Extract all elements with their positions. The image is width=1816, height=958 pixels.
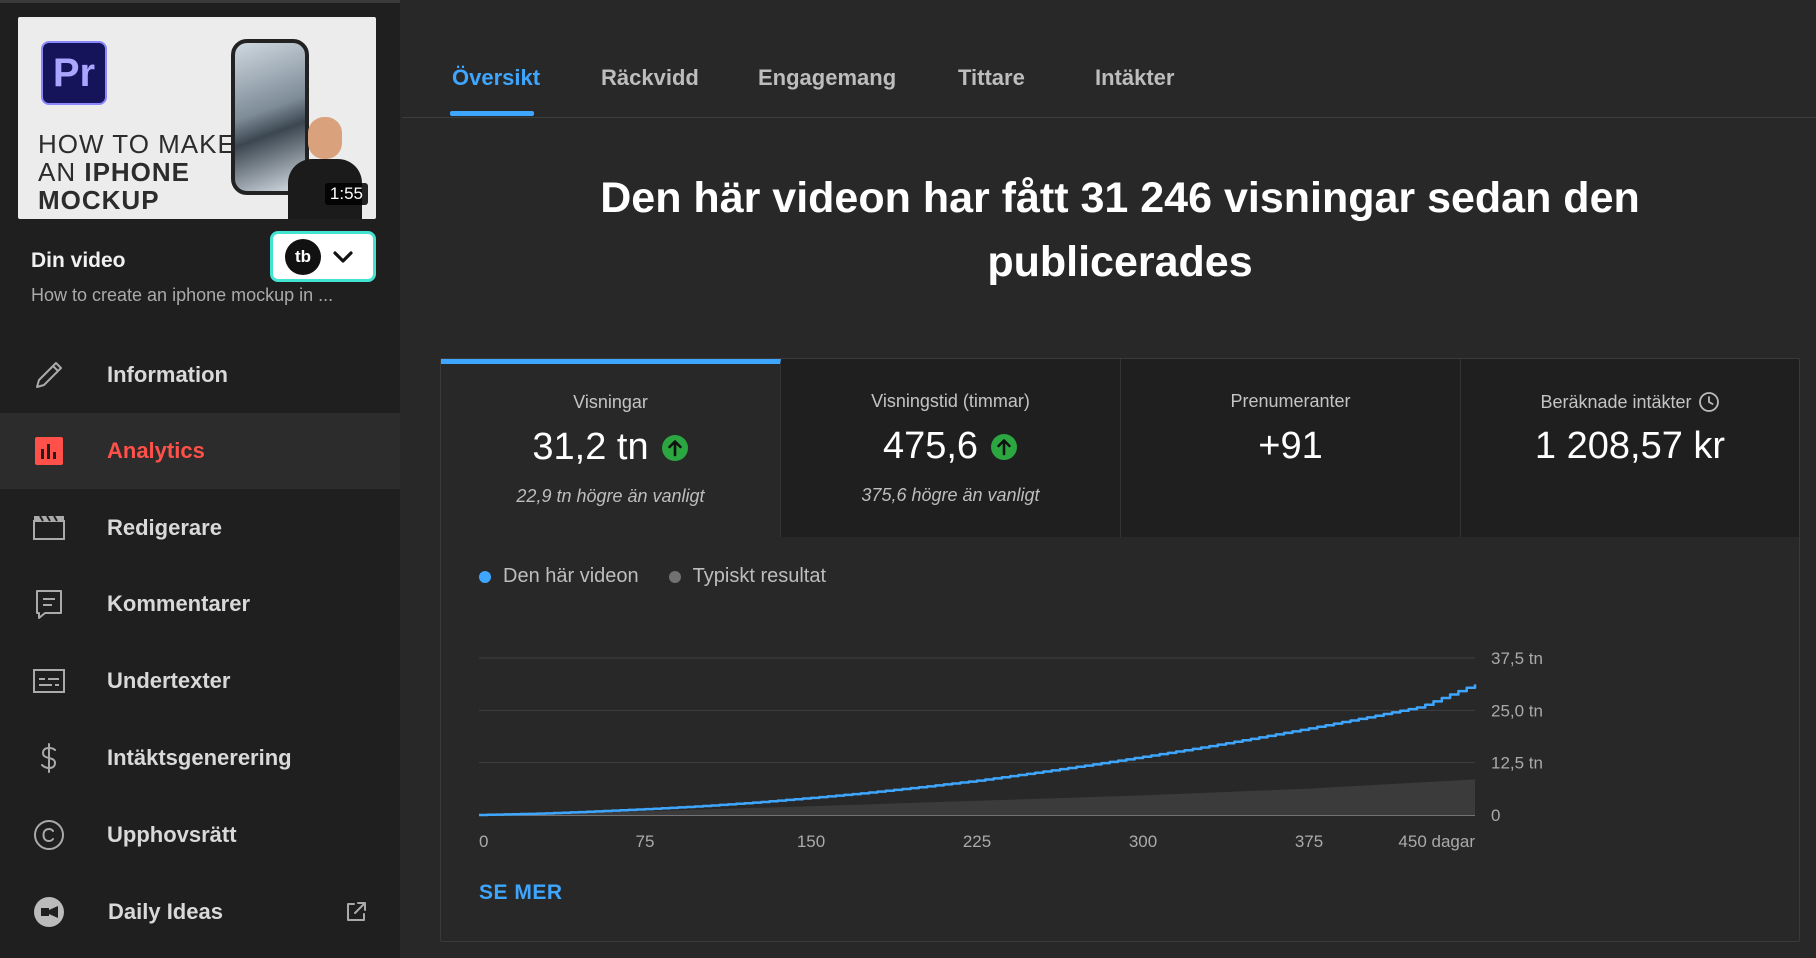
sidebar-item-editor[interactable]: Redigerare <box>0 490 400 566</box>
sidebar-item-monetization[interactable]: Intäktsgenerering <box>0 720 400 796</box>
chevron-down-icon <box>333 250 353 263</box>
metric-watch-time[interactable]: Visningstid (timmar) 475,6 375,6 högre ä… <box>781 359 1121 537</box>
sidebar-item-information[interactable]: Information <box>0 337 400 413</box>
phone-image <box>231 39 309 195</box>
x-tick-label: 225 <box>963 832 991 851</box>
metric-value: 475,6 <box>882 425 979 467</box>
sidebar-item-label: Undertexter <box>107 668 231 693</box>
sidebar-item-label: Intäktsgenerering <box>107 745 292 770</box>
legend-label: Den här videon <box>503 565 639 587</box>
views-chart: 0 12,5 tn 25,0 tn 37,5 tn 0 75 150 225 300 375 450… <box>479 649 1543 851</box>
y-tick-label: 12,5 tn <box>1491 754 1543 773</box>
x-tick-label: 75 <box>636 832 655 851</box>
video-duration-badge: 1:55 <box>324 183 368 205</box>
metric-label: Prenumeranter <box>1230 391 1351 411</box>
clapperboard-icon <box>33 515 65 540</box>
sidebar-item-analytics[interactable]: Analytics <box>0 413 400 489</box>
metric-value: 31,2 tn <box>532 426 649 468</box>
y-tick-label: 0 <box>1491 806 1500 825</box>
x-tick-label: 0 <box>479 832 488 851</box>
comment-icon <box>36 590 62 619</box>
sidebar-item-comments[interactable]: Kommentarer <box>0 566 400 642</box>
video-thumbnail[interactable]: Pr HOW TO MAKE AN IPHONE MOCKUP 1:55 <box>18 17 376 219</box>
metric-subscribers[interactable]: Prenumeranter +91 <box>1121 359 1461 537</box>
sidebar-item-label: Kommentarer <box>107 591 251 616</box>
metric-views[interactable]: Visningar 31,2 tn 22,9 tn högre än vanli… <box>441 359 781 537</box>
y-tick-label: 25,0 tn <box>1491 701 1543 720</box>
thumbnail-text-line2: AN IPHONE <box>38 157 191 187</box>
metric-label: Visningstid (timmar) <box>871 391 1030 411</box>
thumbnail-text-line1: HOW TO MAKE <box>38 129 236 159</box>
pencil-icon <box>36 362 62 388</box>
tubebuddy-menu-button[interactable]: tb <box>270 231 376 282</box>
sidebar-item-label: Redigerare <box>107 515 222 540</box>
premiere-pro-logo: Pr <box>41 41 107 105</box>
copyright-icon <box>34 820 64 850</box>
analytics-icon <box>35 437 63 465</box>
subtitles-icon <box>33 669 65 693</box>
typical-result-area <box>479 779 1475 815</box>
thumbnail-text-line3: MOCKUP <box>38 185 160 215</box>
sidebar-divider <box>0 0 400 3</box>
arrow-up-icon <box>991 433 1018 460</box>
sidebar-item-subtitles[interactable]: Undertexter <box>0 643 400 719</box>
tab-audience[interactable]: Tittare <box>958 65 1025 90</box>
y-tick-label: 37,5 tn <box>1491 649 1543 668</box>
legend-item-typical: Typiskt resultat <box>668 565 827 588</box>
tab-reach[interactable]: Räckvidd <box>601 65 699 90</box>
arrow-up-icon <box>661 434 688 461</box>
metric-estimated-revenue[interactable]: Beräknade intäkter 1 208,57 kr <box>1461 359 1799 537</box>
tab-engagement[interactable]: Engagemang <box>758 65 897 90</box>
sidebar-item-label: Analytics <box>107 438 205 463</box>
dollar-icon <box>41 743 57 773</box>
legend-label: Typiskt resultat <box>692 565 827 587</box>
overview-card: Visningar 31,2 tn 22,9 tn högre än vanli… <box>440 358 1800 942</box>
tab-overview[interactable]: Översikt <box>452 65 541 90</box>
x-tick-label: 450 dagar <box>1398 832 1475 851</box>
metric-label: Visningar <box>573 392 648 412</box>
daily-ideas-icon <box>34 897 64 927</box>
sidebar-item-label: Daily Ideas <box>108 899 223 924</box>
legend-dot <box>479 570 491 583</box>
sidebar-item-daily-ideas[interactable]: Daily Ideas <box>0 874 400 950</box>
your-video-title: Din video <box>31 249 126 272</box>
metric-comparison: 22,9 tn högre än vanligt <box>516 486 705 506</box>
metric-value: 1 208,57 kr <box>1534 425 1726 467</box>
sidebar-item-copyright[interactable]: Upphovsrätt <box>0 797 400 873</box>
external-link-icon <box>347 902 366 921</box>
legend-dot <box>668 570 681 583</box>
clock-icon <box>1698 392 1719 412</box>
x-tick-label: 300 <box>1129 832 1157 851</box>
x-tick-label: 150 <box>797 832 825 851</box>
see-more-button[interactable]: SE MER <box>479 881 563 904</box>
sidebar-item-label: Information <box>107 362 228 387</box>
sidebar-item-label: Upphovsrätt <box>107 822 237 847</box>
analytics-tabs: Översikt Räckvidd Engagemang Tittare Int… <box>402 0 1816 118</box>
active-tab-indicator <box>450 111 534 116</box>
x-tick-label: 375 <box>1295 832 1323 851</box>
sidebar: Pr HOW TO MAKE AN IPHONE MOCKUP 1:55 Din… <box>0 0 400 958</box>
tubebuddy-logo-icon: tb <box>285 238 321 275</box>
page-headline: Den här videon har fått 31 246 visningar… <box>600 174 1640 286</box>
video-title-text: How to create an iphone mockup in ... <box>31 285 334 305</box>
metric-comparison: 375,6 högre än vanligt <box>861 485 1040 505</box>
this-video-line <box>479 684 1477 817</box>
chart-legend: Den här videon Typiskt resultat <box>479 565 826 588</box>
tab-revenue[interactable]: Intäkter <box>1095 65 1175 90</box>
metric-label: Beräknade intäkter <box>1461 391 1799 413</box>
metric-value: +91 <box>1258 425 1323 467</box>
legend-item-this-video: Den här videon <box>479 565 639 588</box>
